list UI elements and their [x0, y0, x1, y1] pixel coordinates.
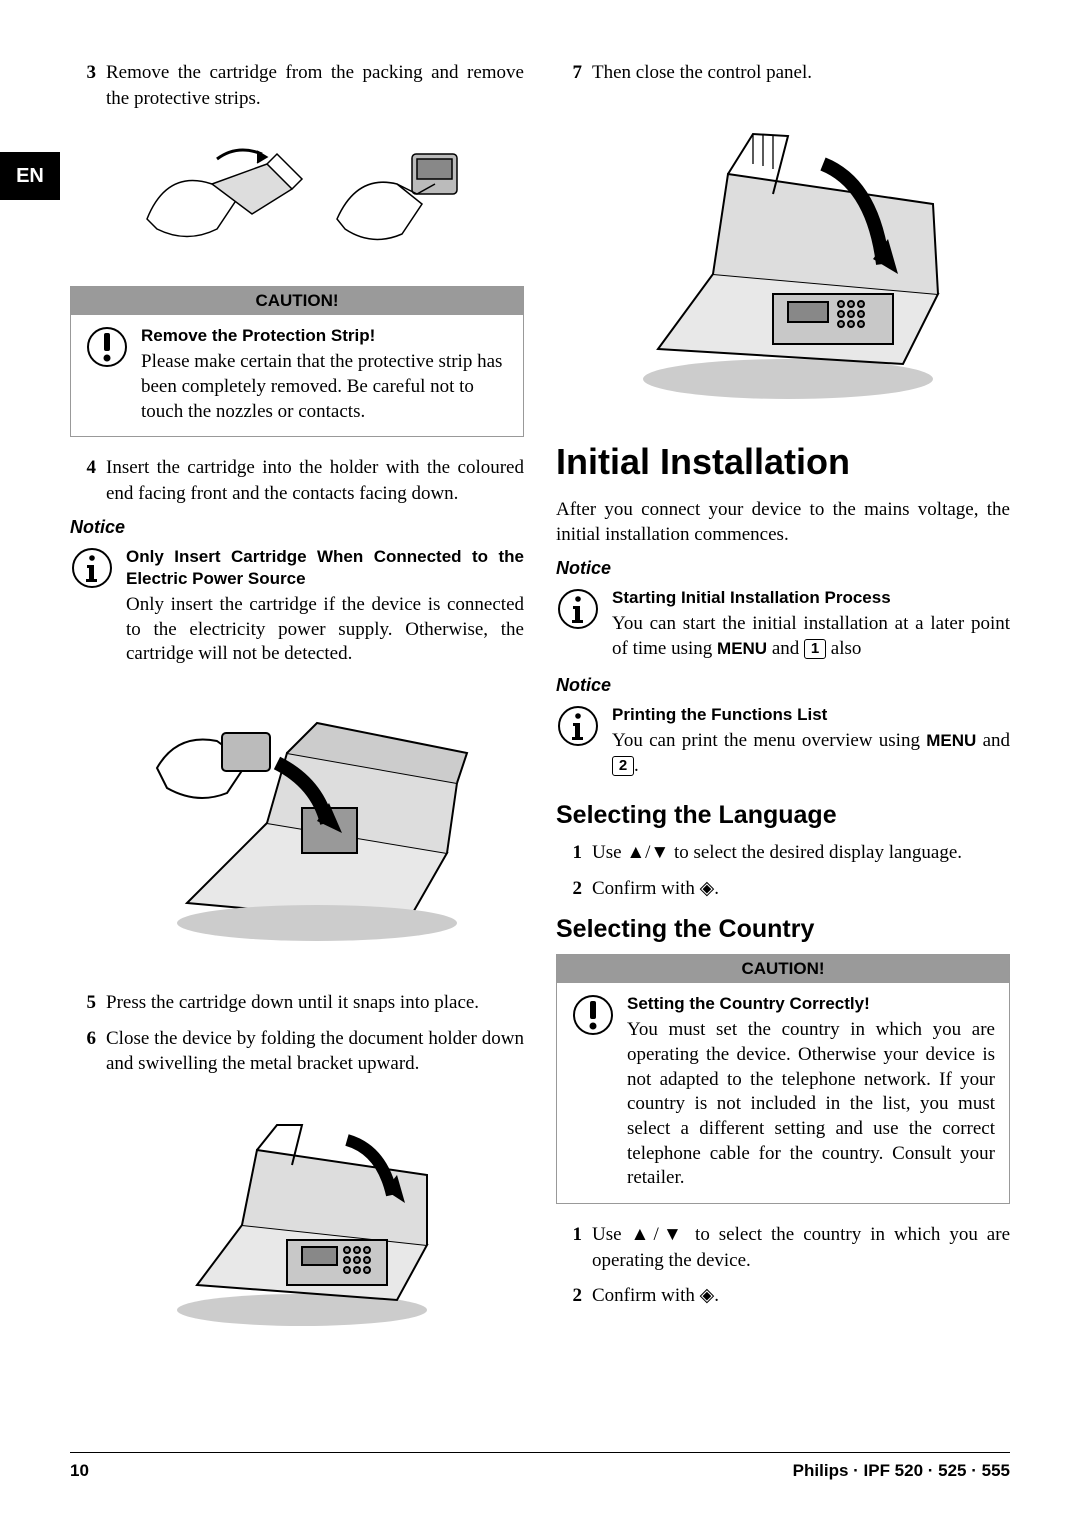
text-fragment: to select the desired display language. — [669, 842, 962, 863]
figure-close-device — [70, 1095, 524, 1350]
step-number: 1 — [556, 1222, 582, 1273]
caution-text: Remove the Protection Strip! Please make… — [141, 325, 509, 424]
step-5: 5 Press the cartridge down until it snap… — [70, 990, 524, 1016]
alert-icon — [85, 325, 129, 369]
notice-text: Printing the Functions List You can prin… — [612, 704, 1010, 778]
figure-cartridge-unpack — [70, 129, 524, 264]
page-number: 10 — [70, 1461, 89, 1481]
step-text: Confirm with ◈. — [592, 1283, 1010, 1309]
notice-title: Starting Initial Installation Process — [612, 587, 1010, 609]
confirm-icon: ◈ — [700, 1285, 715, 1306]
notice-body-text: Only insert the cartridge if the device … — [126, 594, 524, 664]
notice-fragment: and — [767, 638, 804, 659]
notice-3: Printing the Functions List You can prin… — [556, 700, 1010, 786]
step-number: 1 — [556, 840, 582, 866]
text-fragment: Use — [592, 1224, 631, 1245]
step-text: Confirm with ◈. — [592, 876, 1010, 902]
text-fragment: Use — [592, 842, 626, 863]
step-text: Then close the control panel. — [592, 60, 1010, 86]
caution-box-1: CAUTION! Remove the Protection Strip! Pl… — [70, 286, 524, 437]
page-footer: 10 Philips · IPF 520 · 525 · 555 — [70, 1452, 1010, 1481]
notice-title: Only Insert Cartridge When Connected to … — [126, 546, 524, 590]
intro-text: After you connect your device to the mai… — [556, 497, 1010, 548]
keycap-2: 2 — [612, 756, 634, 776]
figure-insert-cartridge — [70, 693, 524, 968]
updown-icon: ▲/▼ — [626, 842, 669, 863]
notice-2: Starting Initial Installation Process Yo… — [556, 583, 1010, 669]
caution-body: Remove the Protection Strip! Please make… — [71, 315, 523, 436]
step-text: Use ▲/▼ to select the desired display la… — [592, 840, 1010, 866]
notice-label: Notice — [70, 517, 524, 538]
notice-text: Starting Initial Installation Process Yo… — [612, 587, 1010, 661]
updown-icon: ▲/▼ — [631, 1224, 687, 1245]
caution-text: Setting the Country Correctly! You must … — [627, 993, 995, 1191]
step-text: Close the device by folding the document… — [106, 1026, 524, 1077]
caution-body: Setting the Country Correctly! You must … — [557, 983, 1009, 1203]
step-number: 4 — [70, 455, 96, 506]
country-step-2: 2 Confirm with ◈. — [556, 1283, 1010, 1309]
step-text: Press the cartridge down until it snaps … — [106, 990, 524, 1016]
caution-title: Remove the Protection Strip! — [141, 325, 509, 347]
step-number: 2 — [556, 876, 582, 902]
step-text: Remove the cartridge from the packing an… — [106, 60, 524, 111]
figure-close-panel — [556, 104, 1010, 419]
model-info: Philips · IPF 520 · 525 · 555 — [793, 1461, 1010, 1481]
heading-language: Selecting the Language — [556, 801, 1010, 830]
step-text: Use ▲/▼ to select the country in which y… — [592, 1222, 1010, 1273]
notice-title: Printing the Functions List — [612, 704, 1010, 726]
info-icon — [556, 587, 600, 631]
two-column-layout: 3 Remove the cartridge from the packing … — [70, 60, 1010, 1372]
confirm-icon: ◈ — [700, 878, 715, 899]
notice-label: Notice — [556, 558, 1010, 579]
caution-header: CAUTION! — [71, 287, 523, 315]
alert-icon — [571, 993, 615, 1037]
step-number: 7 — [556, 60, 582, 86]
caution-body-text: Please make certain that the protective … — [141, 351, 502, 421]
notice-fragment: and — [976, 730, 1010, 751]
step-4: 4 Insert the cartridge into the holder w… — [70, 455, 524, 506]
lang-step-1: 1 Use ▲/▼ to select the desired display … — [556, 840, 1010, 866]
notice-text: Only Insert Cartridge When Connected to … — [126, 546, 524, 667]
step-number: 3 — [70, 60, 96, 111]
heading-initial-installation: Initial Installation — [556, 441, 1010, 483]
step-6: 6 Close the device by folding the docume… — [70, 1026, 524, 1077]
language-tab: EN — [0, 152, 60, 200]
step-3: 3 Remove the cartridge from the packing … — [70, 60, 524, 111]
text-fragment: . — [714, 1285, 719, 1306]
caution-title: Setting the Country Correctly! — [627, 993, 995, 1015]
heading-country: Selecting the Country — [556, 915, 1010, 944]
country-step-1: 1 Use ▲/▼ to select the country in which… — [556, 1222, 1010, 1273]
info-icon — [70, 546, 114, 590]
text-fragment: Confirm with — [592, 878, 700, 899]
step-7: 7 Then close the control panel. — [556, 60, 1010, 86]
left-column: 3 Remove the cartridge from the packing … — [70, 60, 524, 1372]
caution-box-2: CAUTION! Setting the Country Correctly! … — [556, 954, 1010, 1204]
lang-step-2: 2 Confirm with ◈. — [556, 876, 1010, 902]
caution-body-text: You must set the country in which you ar… — [627, 1019, 995, 1188]
keycap-1: 1 — [804, 639, 826, 659]
step-text: Insert the cartridge into the holder wit… — [106, 455, 524, 506]
step-number: 5 — [70, 990, 96, 1016]
notice-fragment: . — [634, 755, 639, 776]
notice-fragment: also — [826, 638, 861, 659]
caution-header: CAUTION! — [557, 955, 1009, 983]
notice-label: Notice — [556, 675, 1010, 696]
info-icon — [556, 704, 600, 748]
manual-page: EN 3 Remove the cartridge from the packi… — [0, 0, 1080, 1529]
menu-label: MENU — [717, 639, 767, 658]
step-number: 6 — [70, 1026, 96, 1077]
text-fragment: . — [714, 878, 719, 899]
right-column: 7 Then close the control panel. — [556, 60, 1010, 1372]
step-number: 2 — [556, 1283, 582, 1309]
menu-label: MENU — [926, 731, 976, 750]
notice-1: Only Insert Cartridge When Connected to … — [70, 542, 524, 675]
text-fragment: Confirm with — [592, 1285, 700, 1306]
notice-fragment: You can print the menu overview using — [612, 730, 926, 751]
